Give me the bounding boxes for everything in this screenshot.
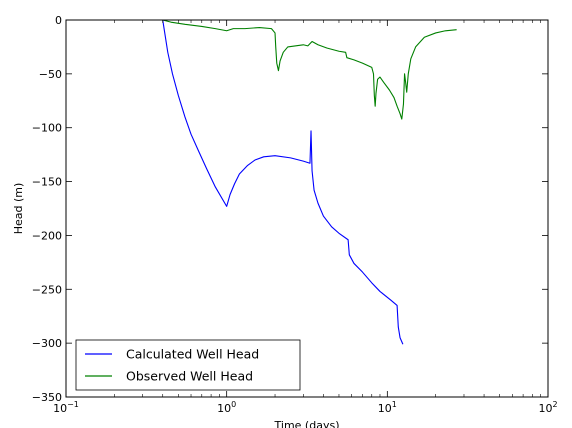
series-line-1: [162, 19, 457, 120]
x-tick-base: 10: [53, 402, 67, 415]
series-line-0: [162, 19, 404, 345]
x-tick-exponent: 1: [392, 400, 397, 409]
y-tick-label-5: −250: [32, 283, 62, 296]
x-tick-exponent: −1: [67, 400, 79, 409]
ticks-layer: [65, 19, 549, 398]
y-tick-label-0: 0: [55, 14, 62, 27]
y-tick-label-6: −300: [32, 337, 62, 350]
x-tick-base: 10: [538, 402, 552, 415]
x-tick-label-2: 101: [378, 400, 397, 415]
y-tick-label-1: −50: [39, 68, 62, 81]
y-tick-label-4: −200: [32, 229, 62, 242]
legend-box: [75, 339, 301, 391]
x-tick-label-0: 10−1: [53, 400, 79, 415]
x-tick-label-1: 100: [217, 400, 236, 415]
labels-layer: 10−1 100 101 1020−50−100−150−200−250−300−35…: [12, 14, 558, 428]
plot-area: [66, 20, 548, 397]
y-tick-label-3: −150: [32, 176, 62, 189]
y-axis-label: Head (m): [12, 183, 25, 235]
plot-frame: [65, 19, 549, 398]
x-tick-exponent: 2: [552, 400, 557, 409]
x-axis-label: Time (days): [274, 419, 340, 428]
legend-label-0: Calculated Well Head: [126, 347, 259, 362]
y-tick-label-7: −350: [32, 391, 62, 404]
x-tick-base: 10: [217, 402, 231, 415]
legend: Calculated Well Head Observed Well Head: [75, 339, 301, 391]
x-tick-label-3: 102: [538, 400, 557, 415]
x-tick-exponent: 0: [231, 400, 236, 409]
x-tick-base: 10: [378, 402, 392, 415]
series-layer: [162, 19, 457, 345]
legend-label-1: Observed Well Head: [126, 369, 253, 384]
y-tick-label-2: −100: [32, 122, 62, 135]
